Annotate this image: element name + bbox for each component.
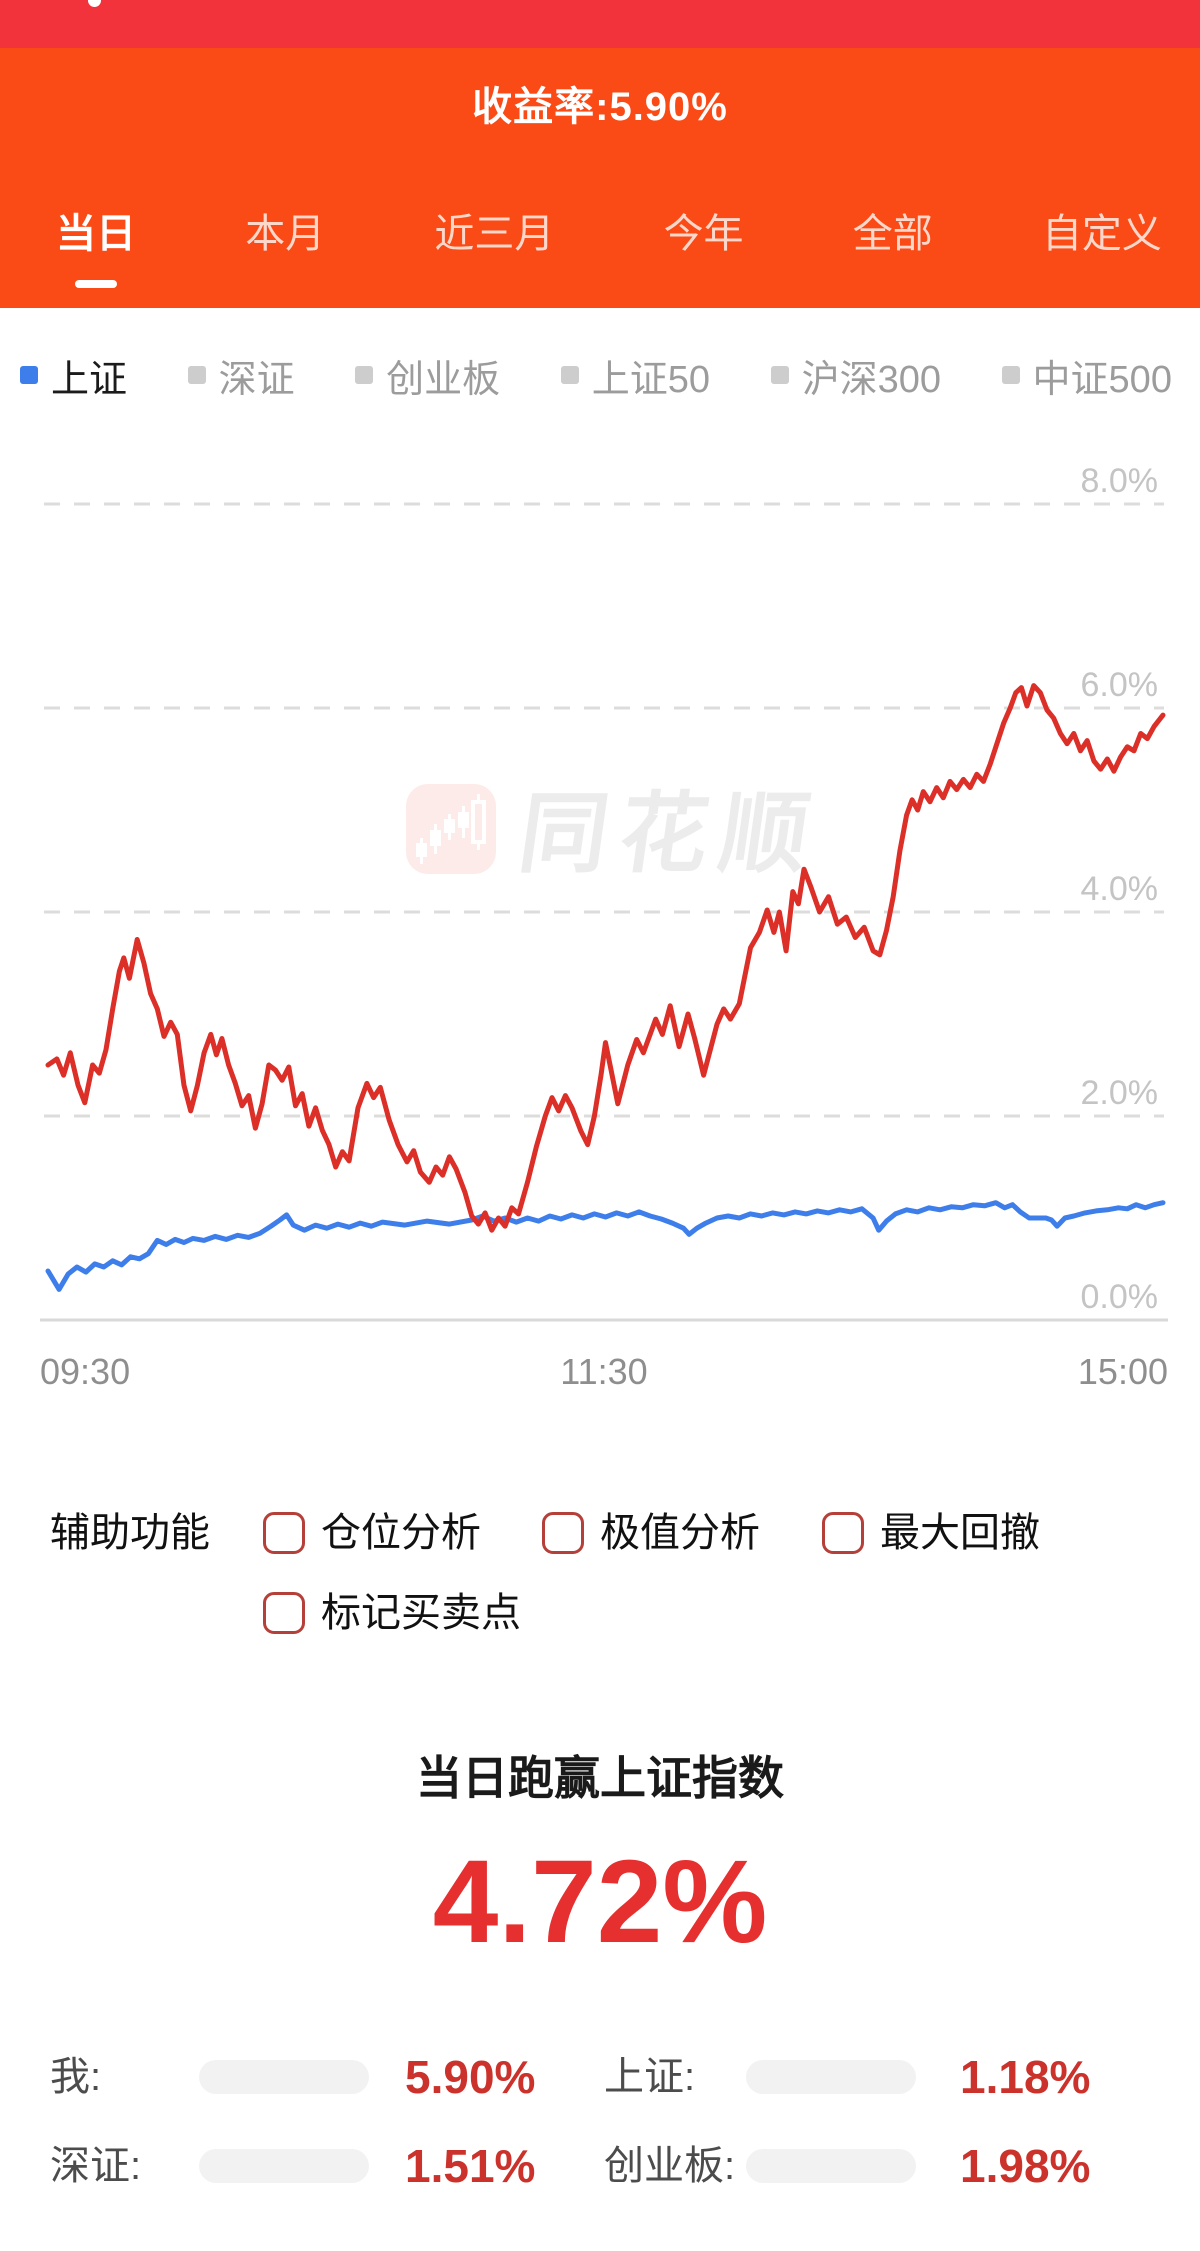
my-return-line	[45, 683, 1166, 1233]
tab-all[interactable]: 全部	[852, 212, 933, 256]
legend-item-csi300[interactable]: 沪深300	[770, 348, 941, 403]
tab-today[interactable]: 当日	[56, 206, 136, 288]
y-tick-label: 8.0%	[1081, 462, 1159, 500]
progress-bar-szse	[199, 2149, 369, 2183]
legend-item-sse[interactable]: 上证	[20, 348, 127, 403]
aux-option-position-analysis: 仓位分析	[263, 1507, 481, 1559]
legend-swatch-icon	[560, 366, 579, 384]
aux-option-max-drawdown: 最大回撤	[822, 1507, 1040, 1559]
returns-chart: 同花顺 8.0% 6.0% 4.0% 2.0% 0.0% 09:30 11:30…	[0, 440, 1200, 1410]
tonghuashun-watermark: 同花顺	[406, 784, 827, 883]
status-bar	[0, 0, 1200, 48]
page-title: 收益率:5.90%	[472, 85, 728, 129]
tab-this-month[interactable]: 本月	[245, 212, 326, 256]
aux-option-extreme-analysis: 极值分析	[542, 1507, 760, 1559]
legend-item-sse50[interactable]: 上证50	[560, 348, 710, 403]
stat-sse: 上证: 1.18%	[604, 2051, 1091, 2103]
x-tick-label: 09:30	[40, 1351, 130, 1392]
legend-swatch-icon	[355, 366, 374, 384]
x-tick-label: 11:30	[560, 1351, 647, 1392]
stat-szse: 深证: 1.51%	[50, 2140, 536, 2192]
progress-bar-my-return	[199, 2060, 369, 2094]
progress-bar-sse	[746, 2060, 916, 2094]
y-tick-label: 6.0%	[1081, 666, 1159, 704]
stat-my-return: 我: 5.90%	[50, 2051, 536, 2103]
legend-item-szse[interactable]: 深证	[187, 348, 295, 403]
tab-custom[interactable]: 自定义	[1041, 212, 1162, 256]
tab-last-3-months[interactable]: 近三月	[434, 212, 555, 256]
y-tick-label: 4.0%	[1081, 870, 1159, 908]
legend-item-chinext[interactable]: 创业板	[355, 348, 500, 403]
checkbox-max-drawdown[interactable]	[822, 1512, 864, 1554]
tab-this-year[interactable]: 今年	[663, 212, 744, 256]
checkbox-mark-trade-points[interactable]	[263, 1592, 305, 1634]
sse-index-line	[45, 1200, 1166, 1292]
legend-swatch-icon	[187, 366, 206, 384]
y-tick-label: 2.0%	[1081, 1074, 1159, 1112]
progress-bar-chinext	[746, 2149, 916, 2183]
period-tab-bar: 当日 本月 近三月 今年 全部 自定义	[0, 206, 1200, 288]
status-icon-fragment	[88, 0, 101, 7]
legend-swatch-icon	[1001, 366, 1020, 384]
index-legend: 上证 深证 创业板 上证50 沪深300 中证500	[0, 352, 1200, 401]
line-chart-canvas: 同花顺 8.0% 6.0% 4.0% 2.0% 0.0% 09:30 11:30…	[40, 462, 1168, 1392]
aux-functions-title: 辅助功能	[50, 1511, 210, 1555]
active-tab-indicator	[75, 280, 117, 288]
checkbox-position-analysis[interactable]	[263, 1512, 305, 1554]
outperform-caption: 当日跑赢上证指数	[416, 1752, 784, 1804]
aux-option-mark-trade-points: 标记买卖点	[263, 1587, 521, 1639]
legend-item-csi500[interactable]: 中证500	[1001, 348, 1172, 403]
legend-swatch-icon	[770, 366, 789, 384]
candlestick-logo-icon	[416, 794, 486, 864]
outperform-value: 4.72%	[432, 1836, 768, 1968]
stat-chinext: 创业板: 1.98%	[604, 2140, 1091, 2192]
y-tick-label: 0.0%	[1081, 1278, 1159, 1316]
checkbox-extreme-analysis[interactable]	[542, 1512, 584, 1554]
legend-swatch-icon	[20, 366, 38, 384]
watermark-text: 同花顺	[513, 784, 827, 883]
x-tick-label: 15:00	[1078, 1351, 1168, 1392]
header: 收益率:5.90% 当日 本月 近三月 今年 全部 自定义	[0, 48, 1200, 308]
